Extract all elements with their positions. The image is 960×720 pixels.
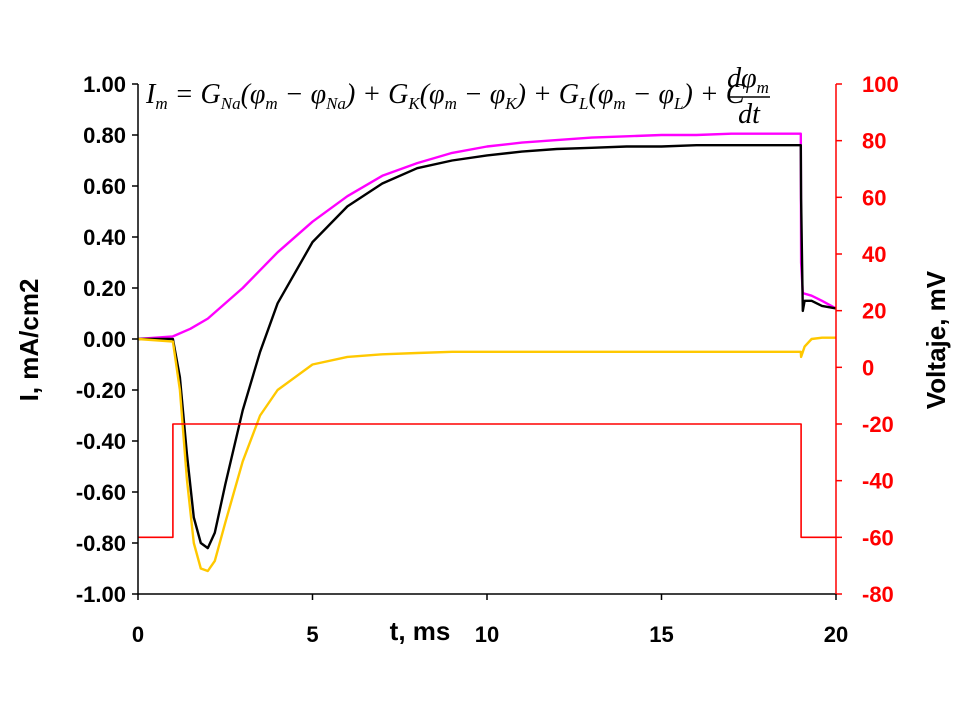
y-right-tick-label: -60 bbox=[862, 525, 894, 550]
series-line-black bbox=[138, 144, 837, 550]
x-tick-label: 10 bbox=[475, 622, 499, 647]
y-left-tick-label: 1.00 bbox=[83, 72, 126, 97]
y-left-tick-label: 0.80 bbox=[83, 123, 126, 148]
y-left-axis-label: I, mA/cm2 bbox=[14, 279, 44, 402]
x-axis-label: t, ms bbox=[390, 616, 451, 646]
y-right-tick-label: -20 bbox=[862, 412, 894, 437]
y-left-tick-label: -0.80 bbox=[76, 531, 126, 556]
ticks-layer: 1.00 0.80 0.60 0.40 0.20 0.00 -0.20 -0.40 -0.60 -… bbox=[76, 72, 899, 647]
equation-fraction-denominator: dt bbox=[738, 99, 761, 130]
y-right-tick-label: -80 bbox=[862, 582, 894, 607]
y-right-tick-label: 0 bbox=[862, 355, 874, 380]
series-line-magenta bbox=[137, 132, 837, 341]
y-left-tick-label: -0.40 bbox=[76, 429, 126, 454]
y-left-tick-label: 0.00 bbox=[83, 327, 126, 352]
y-left-tick-label: 0.60 bbox=[83, 174, 126, 199]
y-right-tick-label: 80 bbox=[862, 129, 886, 154]
y-right-tick-label: 20 bbox=[862, 299, 886, 324]
y-left-tick-label: -0.20 bbox=[76, 378, 126, 403]
y-right-tick-label: -40 bbox=[862, 469, 894, 494]
equation: Im = GNa(φm − φNa) + GK(φm − φK) + GL(φm… bbox=[145, 79, 745, 113]
y-right-axis-label: Voltaje, mV bbox=[921, 270, 951, 409]
y-right-tick-label: 60 bbox=[862, 185, 886, 210]
y-right-tick-label: 100 bbox=[862, 72, 899, 97]
x-tick-label: 15 bbox=[649, 622, 673, 647]
axes-layer bbox=[137, 84, 837, 595]
series-line-yellow bbox=[137, 336, 836, 573]
x-tick-label: 5 bbox=[306, 622, 318, 647]
x-tick-label: 20 bbox=[824, 622, 848, 647]
series-line-red bbox=[138, 423, 836, 539]
series-layer bbox=[137, 132, 837, 573]
y-left-tick-label: -1.00 bbox=[76, 582, 126, 607]
equation-fraction-numerator: dφm bbox=[727, 63, 769, 97]
y-right-tick-label: 40 bbox=[862, 242, 886, 267]
y-left-tick-label: -0.60 bbox=[76, 480, 126, 505]
y-left-tick-label: 0.40 bbox=[83, 225, 126, 250]
x-tick-label: 0 bbox=[132, 622, 144, 647]
y-left-tick-label: 0.20 bbox=[83, 276, 126, 301]
